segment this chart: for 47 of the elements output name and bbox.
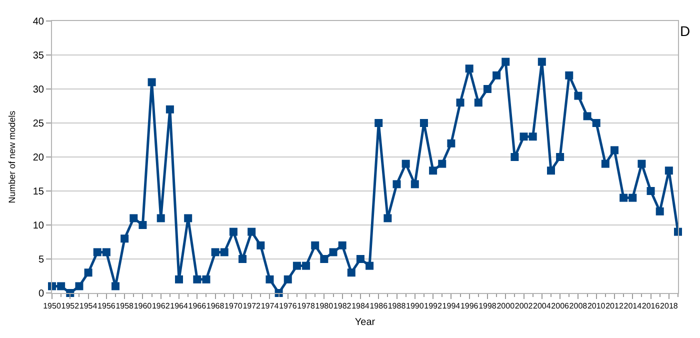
x-tick-label: 1970 xyxy=(224,302,243,311)
x-tick-label: 1978 xyxy=(297,302,316,311)
x-tick-label: 1974 xyxy=(260,302,280,311)
x-tick-label: 1966 xyxy=(188,302,207,311)
x-tick-label: 1964 xyxy=(170,302,188,311)
x-tick-label: 1984 xyxy=(352,302,370,311)
x-tick-label: 2018 xyxy=(660,302,678,311)
x-tick-label: 1958 xyxy=(116,302,134,311)
x-tick-label: 1968 xyxy=(206,302,225,311)
y-tick-label: 25 xyxy=(32,118,44,130)
x-axis-title: Year xyxy=(354,317,376,328)
x-tick-label: 1954 xyxy=(79,302,98,311)
y-tick-label: 40 xyxy=(32,16,44,28)
y-tick-label: 15 xyxy=(32,186,44,198)
y-axis-title: Number of new models xyxy=(7,110,18,204)
x-tick-label: 2010 xyxy=(587,302,606,311)
x-tick-label: 1994 xyxy=(442,302,461,311)
x-tick-label: 2004 xyxy=(533,302,552,311)
x-tick-label: 1950 xyxy=(43,302,62,311)
x-tick-label: 1960 xyxy=(134,302,152,311)
x-tick-label: 2006 xyxy=(551,302,570,311)
x-tick-label: 1990 xyxy=(406,302,424,311)
x-tick-label: 1962 xyxy=(152,302,170,311)
x-tick-label: 1982 xyxy=(333,302,352,311)
x-tick-label: 1956 xyxy=(98,302,116,311)
x-tick-label: 1986 xyxy=(370,302,388,311)
x-tick-label: 2002 xyxy=(514,302,534,311)
x-tick-label: 2012 xyxy=(606,302,624,311)
x-tick-label: 1988 xyxy=(388,302,406,311)
y-tick-label: 35 xyxy=(32,50,44,62)
y-tick-label: 20 xyxy=(32,152,44,164)
y-tick-label: 30 xyxy=(32,84,44,96)
x-tick-label: 2014 xyxy=(624,302,642,311)
x-tick-label: 1992 xyxy=(424,302,442,311)
text: D xyxy=(680,23,690,39)
x-tick-label: 1980 xyxy=(315,302,334,311)
x-tick-label: 1976 xyxy=(278,302,298,311)
x-tick-label: 2016 xyxy=(642,302,660,311)
x-tick-label: 2000 xyxy=(496,302,516,311)
y-tick-label: 0 xyxy=(38,288,44,300)
x-tick-label: 1972 xyxy=(242,302,262,311)
x-tick-label: 1998 xyxy=(478,302,497,311)
x-tick-label: 2008 xyxy=(569,302,588,311)
y-tick-label: 10 xyxy=(32,220,44,232)
x-tick-label: 1996 xyxy=(460,302,479,311)
y-tick-label: 5 xyxy=(38,254,44,266)
x-tick-label: 1952 xyxy=(61,302,80,311)
